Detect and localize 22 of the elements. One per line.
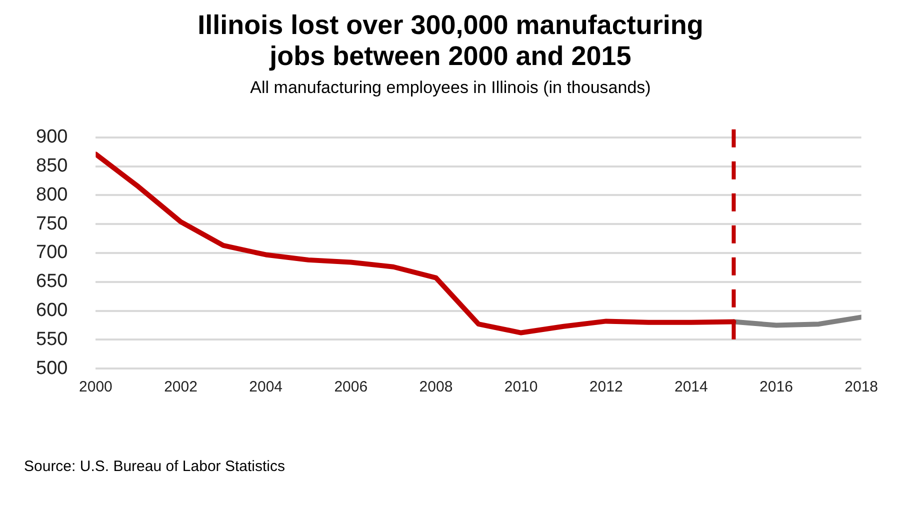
y-tick-label: 900 [36, 126, 68, 148]
chart-subtitle: All manufacturing employees in Illinois (in thousands) [249, 78, 652, 98]
y-tick-label: 550 [36, 328, 68, 350]
x-tick-label: 2012 [589, 378, 623, 396]
y-tick-label: 700 [36, 242, 68, 264]
x-tick-label: 2016 [760, 378, 793, 396]
y-tick-label: 600 [36, 300, 68, 322]
x-tick-label: 2000 [79, 378, 112, 396]
x-tick-label: 2008 [419, 378, 453, 396]
y-tick-label: 750 [36, 213, 68, 234]
x-tick-label: 2002 [164, 378, 198, 396]
x-tick-label: 2018 [844, 378, 878, 396]
chart-title: Illinois lost over 300,000 manufacturing jobs between 2000 and 2015 [196, 10, 704, 72]
x-tick-label: 2014 [674, 378, 708, 396]
x-tick-label: 2006 [334, 378, 368, 396]
y-tick-label: 650 [36, 271, 68, 292]
y-tick-label: 500 [36, 358, 68, 379]
source-note: Source: U.S. Bureau of Labor Statistics [24, 458, 286, 475]
x-tick-label: 2004 [249, 378, 283, 396]
y-tick-label: 800 [36, 184, 68, 206]
x-tick-label: 2010 [504, 378, 538, 396]
y-tick-label: 850 [36, 156, 68, 177]
